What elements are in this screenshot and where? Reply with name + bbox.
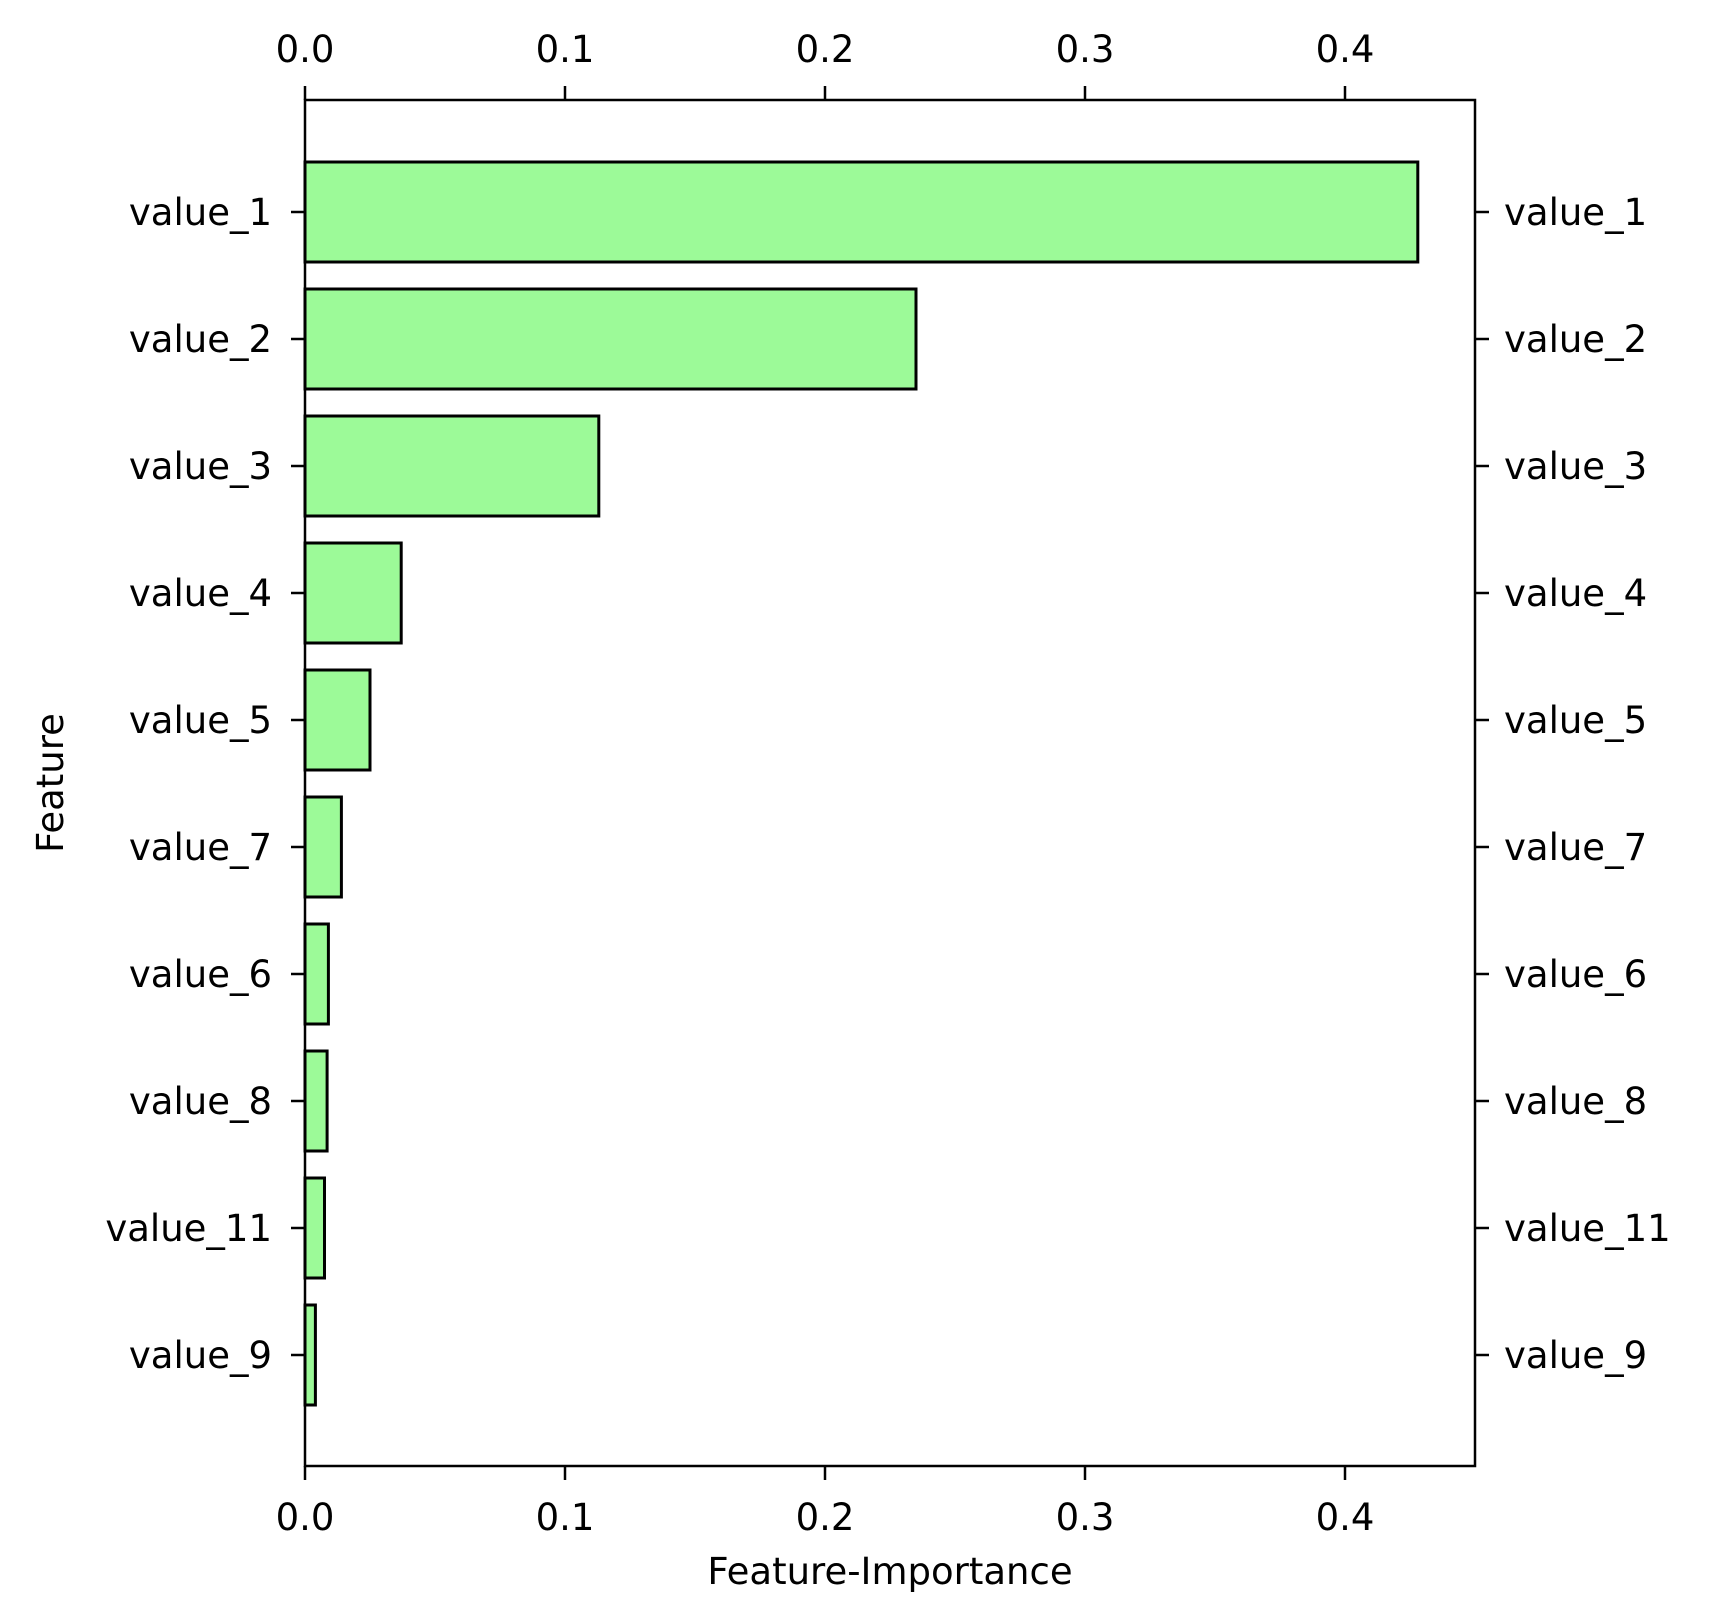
y-tick-label-left: value_2 bbox=[129, 318, 272, 361]
y-tick-label-left: value_4 bbox=[129, 572, 272, 615]
y-tick-label-right: value_8 bbox=[1504, 1080, 1647, 1123]
y-tick-label-left: value_3 bbox=[129, 445, 272, 488]
x-tick-label-bottom: 0.0 bbox=[276, 1496, 335, 1539]
bar-value_2 bbox=[303, 287, 918, 391]
y-tick-label-left: value_5 bbox=[129, 699, 272, 742]
plot-frame bbox=[303, 98, 1477, 1468]
y-tick-label-right: value_3 bbox=[1504, 445, 1647, 488]
y-tick-label-left: value_6 bbox=[129, 953, 272, 996]
x-tick-label-bottom: 0.3 bbox=[1056, 1496, 1115, 1539]
bar-value_3 bbox=[303, 414, 601, 518]
x-tick-label-bottom: 0.1 bbox=[536, 1496, 595, 1539]
bar-value_6 bbox=[303, 922, 330, 1026]
bar-value_1 bbox=[303, 160, 1420, 264]
x-tick-label-bottom: 0.4 bbox=[1316, 1496, 1375, 1539]
bar-value_4 bbox=[303, 541, 403, 645]
y-tick-label-left: value_7 bbox=[129, 826, 272, 869]
y-tick-label-right: value_7 bbox=[1504, 826, 1647, 869]
x-tick-label-top: 0.4 bbox=[1316, 28, 1375, 71]
y-tick-label-left: value_1 bbox=[129, 191, 272, 234]
x-tick-label-bottom: 0.2 bbox=[796, 1496, 855, 1539]
y-tick-label-right: value_5 bbox=[1504, 699, 1647, 742]
x-tick-label-top: 0.1 bbox=[536, 28, 595, 71]
y-tick-label-right: value_1 bbox=[1504, 191, 1647, 234]
x-tick-label-top: 0.3 bbox=[1056, 28, 1115, 71]
x-tick-label-top: 0.0 bbox=[276, 28, 335, 71]
y-tick-label-left: value_8 bbox=[129, 1080, 272, 1123]
x-tick-label-top: 0.2 bbox=[796, 28, 855, 71]
y-tick-label-right: value_4 bbox=[1504, 572, 1647, 615]
bar-value_7 bbox=[303, 795, 343, 899]
y-tick-label-right: value_11 bbox=[1504, 1207, 1671, 1250]
bar-value_8 bbox=[303, 1049, 329, 1153]
x-axis-title: Feature-Importance bbox=[707, 1550, 1072, 1593]
y-tick-label-right: value_9 bbox=[1504, 1334, 1647, 1377]
y-tick-label-right: value_2 bbox=[1504, 318, 1647, 361]
y-tick-label-left: value_9 bbox=[129, 1334, 272, 1377]
bar-value_11 bbox=[303, 1176, 326, 1280]
bar-value_9 bbox=[303, 1303, 317, 1407]
y-axis-title: Feature bbox=[29, 713, 72, 853]
y-tick-label-left: value_11 bbox=[105, 1207, 272, 1250]
bar-value_5 bbox=[303, 668, 372, 772]
bars-layer bbox=[303, 160, 1420, 1407]
y-tick-label-right: value_6 bbox=[1504, 953, 1647, 996]
